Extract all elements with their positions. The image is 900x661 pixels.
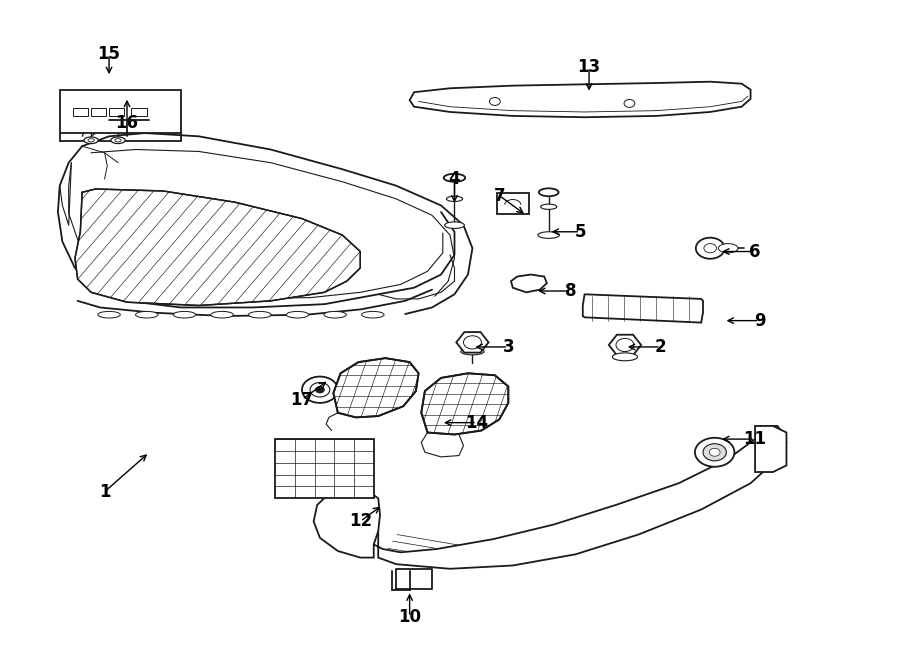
Circle shape: [464, 336, 482, 349]
Ellipse shape: [248, 311, 271, 318]
Text: 4: 4: [449, 170, 460, 188]
Polygon shape: [511, 274, 547, 292]
Text: 6: 6: [750, 243, 760, 260]
Circle shape: [695, 438, 734, 467]
Circle shape: [490, 97, 500, 105]
FancyBboxPatch shape: [497, 193, 529, 214]
Circle shape: [709, 448, 720, 456]
Text: 9: 9: [753, 311, 765, 330]
Ellipse shape: [461, 348, 484, 355]
Circle shape: [696, 238, 725, 258]
Text: 12: 12: [348, 512, 372, 530]
Text: 16: 16: [115, 114, 139, 132]
Ellipse shape: [136, 311, 158, 318]
Circle shape: [703, 444, 726, 461]
PathPatch shape: [421, 373, 508, 434]
Text: 14: 14: [465, 414, 489, 432]
Polygon shape: [275, 439, 374, 498]
Circle shape: [624, 99, 634, 107]
Ellipse shape: [111, 137, 125, 143]
FancyBboxPatch shape: [73, 108, 88, 116]
Ellipse shape: [98, 311, 121, 318]
Ellipse shape: [538, 232, 560, 239]
Text: 7: 7: [493, 186, 505, 204]
Polygon shape: [583, 294, 703, 323]
Circle shape: [315, 387, 324, 393]
Text: 10: 10: [398, 608, 421, 626]
Text: 11: 11: [743, 430, 767, 448]
Polygon shape: [374, 426, 787, 568]
Polygon shape: [59, 91, 181, 133]
FancyBboxPatch shape: [109, 108, 124, 116]
Ellipse shape: [173, 311, 195, 318]
Text: 3: 3: [502, 338, 514, 356]
Text: 8: 8: [565, 282, 577, 300]
Ellipse shape: [445, 222, 464, 229]
Text: 15: 15: [97, 45, 121, 63]
Ellipse shape: [115, 139, 122, 142]
FancyBboxPatch shape: [91, 108, 106, 116]
Text: 2: 2: [655, 338, 667, 356]
Ellipse shape: [446, 196, 463, 202]
Polygon shape: [755, 426, 787, 472]
Polygon shape: [313, 490, 380, 558]
Circle shape: [302, 377, 338, 403]
Text: 5: 5: [574, 223, 586, 241]
Ellipse shape: [324, 311, 346, 318]
Ellipse shape: [211, 311, 233, 318]
Text: 1: 1: [99, 483, 111, 501]
Ellipse shape: [541, 204, 557, 210]
Ellipse shape: [718, 244, 738, 253]
Ellipse shape: [286, 311, 309, 318]
Ellipse shape: [612, 353, 637, 361]
PathPatch shape: [75, 189, 360, 305]
Ellipse shape: [88, 139, 94, 142]
Ellipse shape: [539, 188, 559, 196]
Text: 17: 17: [291, 391, 313, 408]
Ellipse shape: [444, 174, 465, 182]
Polygon shape: [410, 82, 751, 117]
PathPatch shape: [333, 358, 418, 417]
FancyBboxPatch shape: [131, 108, 147, 116]
Ellipse shape: [84, 137, 98, 143]
Circle shape: [310, 383, 329, 397]
Text: 13: 13: [578, 58, 600, 76]
Circle shape: [704, 244, 716, 253]
Circle shape: [616, 338, 634, 352]
Ellipse shape: [362, 311, 384, 318]
